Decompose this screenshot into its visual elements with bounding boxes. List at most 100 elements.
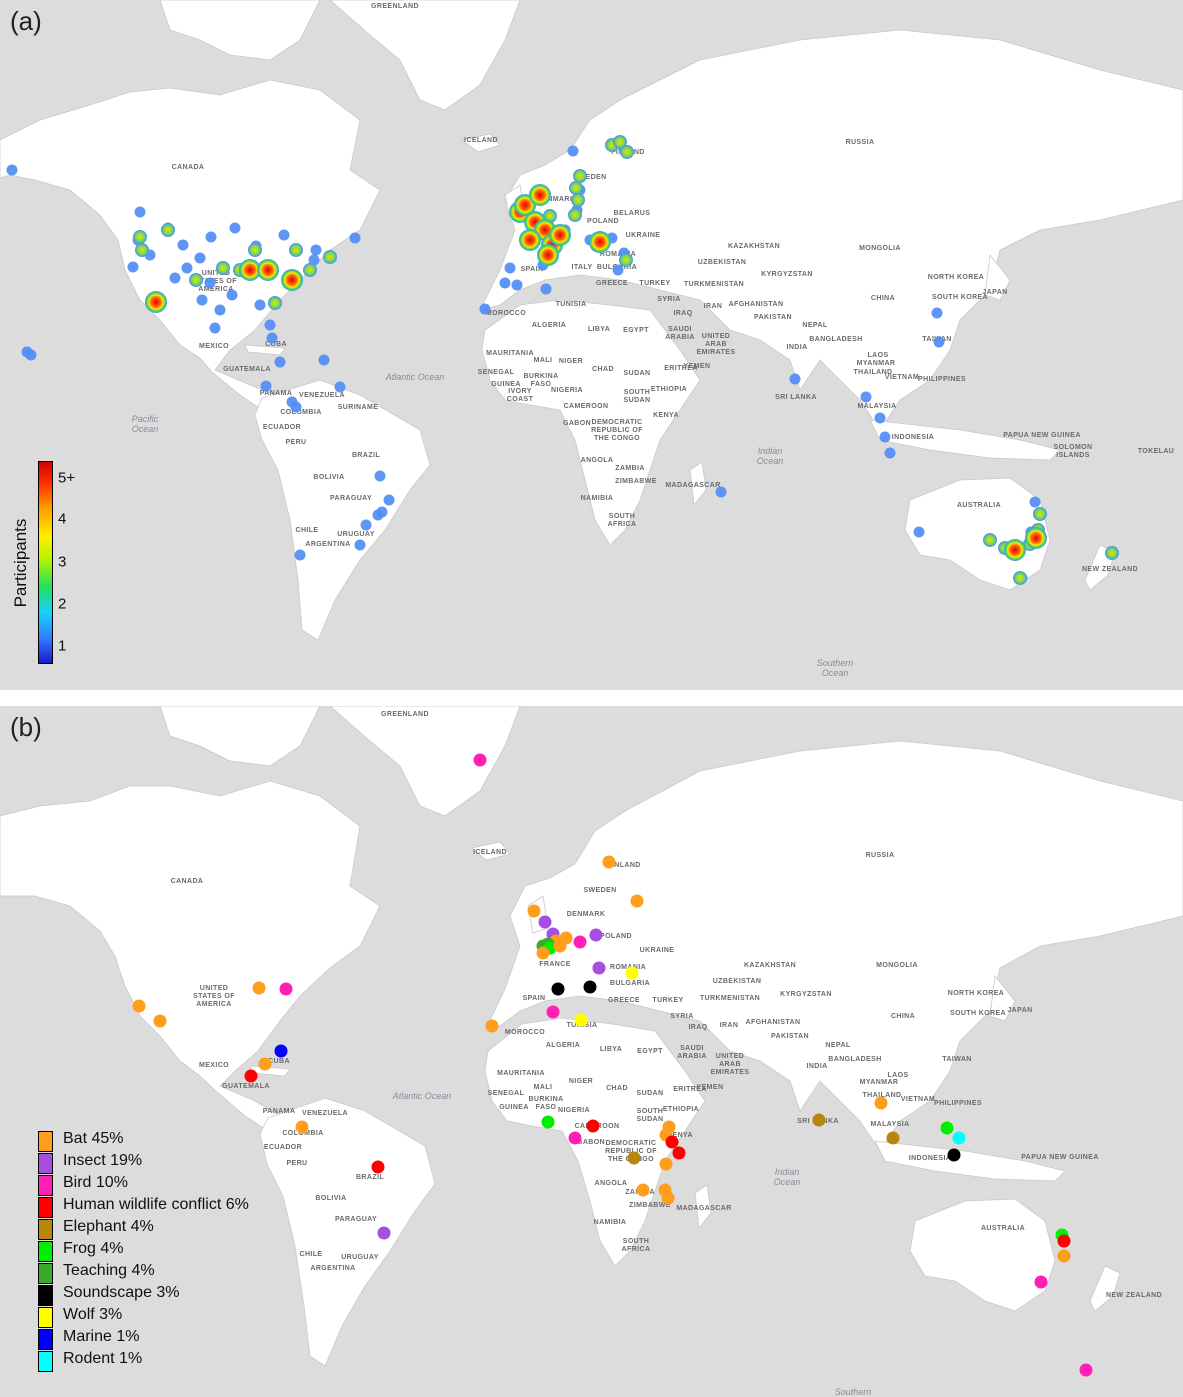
- map-label: PAKISTAN: [754, 314, 792, 321]
- legend-label: Elephant 4%: [63, 1218, 154, 1235]
- colorbar-title: Participants: [11, 518, 30, 608]
- map-label: MEXICO: [198, 1062, 230, 1069]
- landmass-japan: [984, 254, 1011, 301]
- map-label: SOUTH KOREA: [931, 294, 989, 301]
- map-label: SUDAN: [623, 370, 651, 377]
- map-label: ROMANIA: [609, 964, 647, 971]
- participants-colorbar: [38, 461, 53, 664]
- ocean-label: Atlantic Ocean: [385, 372, 445, 382]
- map-label: GUINEA: [499, 1104, 529, 1111]
- legend-swatch: [38, 1153, 53, 1174]
- landmass-africa: [484, 1017, 706, 1267]
- map-label: CHINA: [890, 1013, 916, 1020]
- map-label: ZIMBABWE: [629, 1202, 671, 1209]
- map-label: ARGENTINA: [305, 541, 351, 548]
- map-label: KENYA: [667, 1132, 693, 1139]
- landmass-cuba: [244, 344, 286, 356]
- map-label: PAPUA NEW GUINEA: [1021, 1154, 1099, 1161]
- map-label: COLOMBIA: [282, 1130, 324, 1137]
- map-label: CANADA: [171, 164, 205, 171]
- landmass-africa: [481, 299, 701, 546]
- map-label: MAURITANIA: [497, 1070, 545, 1077]
- map-label: VIETNAM: [900, 1096, 936, 1103]
- map-label: SPAIN: [522, 995, 546, 1002]
- map-label: GREENLAND: [381, 711, 429, 718]
- legend-swatch: [38, 1131, 53, 1152]
- landmass-new-zealand: [1089, 1265, 1121, 1312]
- map-label: TAIWAN: [942, 1056, 972, 1063]
- map-label: PHILIPPINES: [918, 376, 966, 383]
- map-label: UKRAINE: [625, 232, 661, 239]
- map-label: ERITREA: [664, 365, 698, 372]
- map-label: PARAGUAY: [329, 495, 373, 502]
- map-label: ZIMBABWE: [615, 478, 657, 485]
- legend-label: Bat 45%: [63, 1130, 124, 1147]
- landmass-japan: [989, 975, 1016, 1022]
- map-label: POLAND: [587, 218, 619, 225]
- map-label: ICELAND: [464, 137, 498, 144]
- map-label: CANADA: [170, 878, 204, 885]
- map-label: MALI: [533, 1084, 553, 1091]
- map-label: ETHIOPIA: [650, 386, 688, 393]
- map-label: JAPAN: [982, 289, 1008, 296]
- legend-swatch: [38, 1263, 53, 1284]
- legend-swatch: [38, 1241, 53, 1262]
- map-label: CAMEROON: [574, 1123, 620, 1130]
- map-label: MAURITANIA: [486, 350, 534, 357]
- landmass-greenland: [329, 706, 521, 817]
- colorbar-tick: 5+: [58, 469, 76, 487]
- map-label: TUNISIA: [566, 1022, 598, 1029]
- map-label: BURKINA FASO: [528, 1096, 564, 1111]
- map-label: MADAGASCAR: [676, 1205, 732, 1212]
- map-label: PHILIPPINES: [934, 1100, 982, 1107]
- landmass-europe-asia: [479, 29, 1183, 431]
- colorbar-tick: 2: [58, 595, 67, 613]
- landmass-europe-asia: [484, 740, 1183, 1152]
- legend-label: Marine 1%: [63, 1328, 140, 1345]
- map-label: BRAZIL: [355, 1174, 385, 1181]
- map-label: MOROCCO: [504, 1029, 546, 1036]
- map-label: TURKEY: [652, 997, 684, 1004]
- map-label: SENEGAL: [487, 1090, 525, 1097]
- landmass-north-america: [0, 780, 381, 1132]
- map-label: MYANMAR: [856, 360, 896, 367]
- map-label: URUGUAY: [337, 531, 375, 538]
- ocean-label: Indian Ocean: [773, 1167, 801, 1187]
- map-label: ROMANIA: [599, 251, 637, 258]
- map-label: SYRIA: [670, 1013, 694, 1020]
- map-label: IRAN: [703, 303, 723, 310]
- map-label: PANAMA: [259, 390, 293, 397]
- map-label: CHAD: [606, 1085, 628, 1092]
- map-label: MALI: [533, 357, 553, 364]
- legend-swatch: [38, 1197, 53, 1218]
- map-label: SOUTH SUDAN: [623, 389, 651, 404]
- legend-label: Rodent 1%: [63, 1350, 143, 1367]
- map-label: GREENLAND: [371, 3, 419, 10]
- map-label: FINLAND: [607, 862, 641, 869]
- map-label: SRI LANKA: [775, 394, 817, 401]
- map-label: PERU: [286, 1160, 308, 1167]
- map-label: LIBYA: [587, 326, 611, 333]
- map-label: RUSSIA: [865, 852, 895, 859]
- map-label: GUINEA: [491, 381, 521, 388]
- map-label: ZAMBIA: [615, 465, 645, 472]
- ocean-label: Indian Ocean: [756, 446, 784, 466]
- ocean-label: Pacific Ocean: [131, 414, 159, 434]
- map-label: NIGER: [558, 358, 584, 365]
- ocean-label: Southern: [834, 1387, 872, 1397]
- map-label: ARGENTINA: [310, 1265, 356, 1272]
- landmass-indonesia: [874, 1140, 1066, 1182]
- landmass-indonesia: [869, 419, 1061, 461]
- map-label: INDONESIA: [908, 1155, 952, 1162]
- map-label: IRAQ: [688, 1024, 708, 1031]
- map-label: NEPAL: [825, 1042, 851, 1049]
- landmass-iceland: [461, 133, 501, 153]
- legend-swatch: [38, 1329, 53, 1350]
- map-label: ERITREA: [673, 1086, 707, 1093]
- map-label: DENMARK: [536, 196, 576, 203]
- map-label: GREECE: [596, 280, 628, 287]
- legend-label: Frog 4%: [63, 1240, 124, 1257]
- map-label: INDIA: [786, 344, 808, 351]
- map-label: KAZAKHSTAN: [743, 962, 797, 969]
- map-label: GREECE: [608, 997, 640, 1004]
